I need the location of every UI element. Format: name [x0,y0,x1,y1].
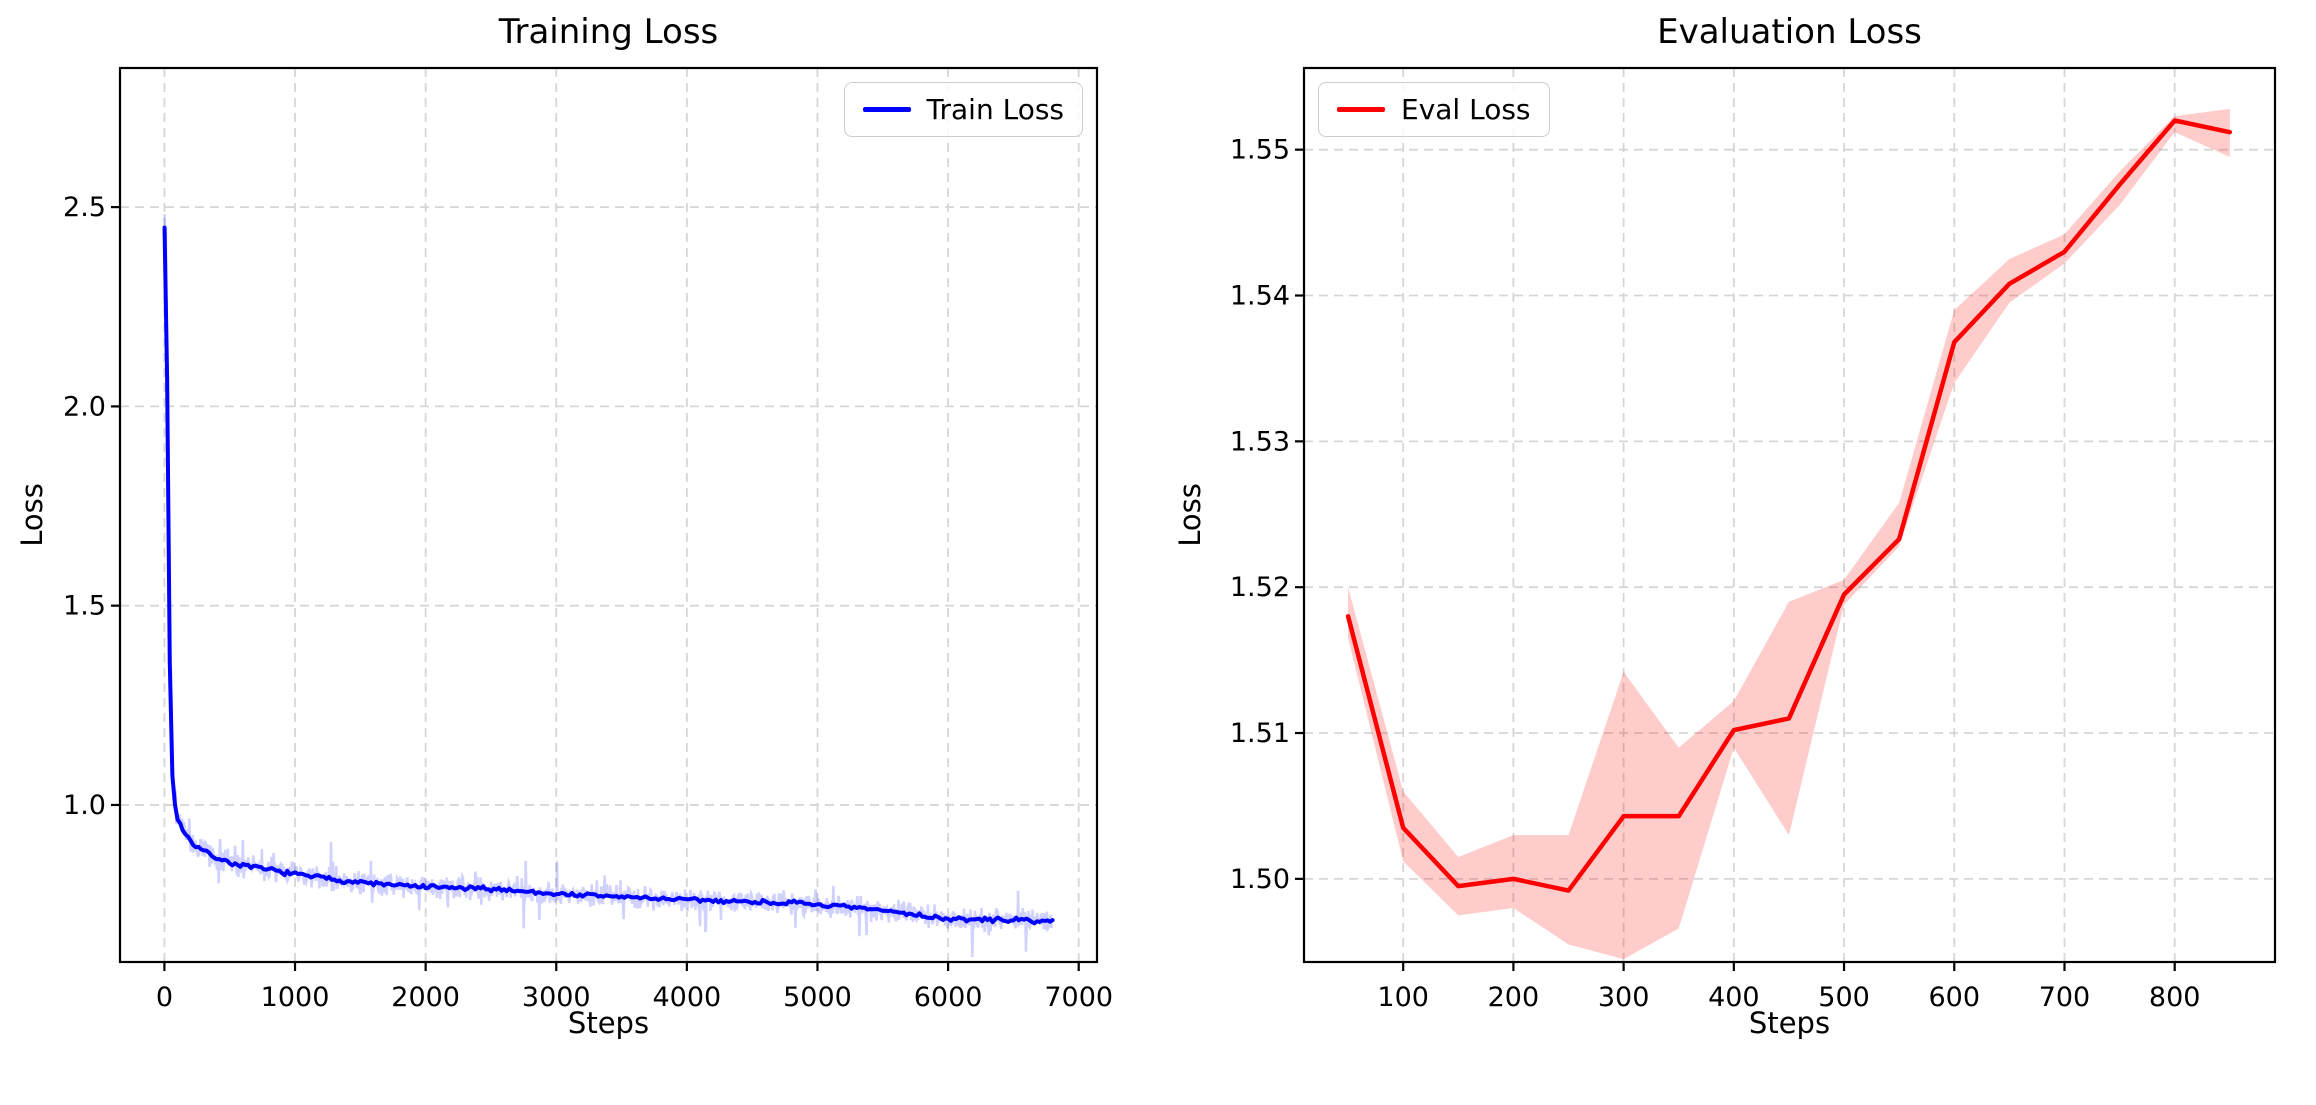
x-tick-label: 7000 [1044,982,1113,1013]
grid-lines [1304,68,2275,962]
y-tick-label: 1.52 [1230,572,1290,603]
tick-marks [111,206,1080,971]
training-y-axis-label: Loss [15,483,49,547]
training-axes: 0 1000 2000 3000 4000 5000 6000 7000 1.0 1.5 2.0 2.… [63,66,1113,1013]
evaluation-legend: Eval Loss [1318,82,1550,137]
eval-loss-legend-label: Eval Loss [1401,93,1531,126]
x-tick-label: 600 [1928,982,1980,1013]
evaluation-axes: 100 200 300 400 500 600 700 800 1.50 1.51 1.52 1.53… [1230,66,2277,1013]
grid-lines [120,68,1097,962]
tick-marks [1295,148,2176,971]
training-chart-title: Training Loss [498,12,719,52]
x-tick-label: 3000 [522,982,591,1013]
eval-loss-legend-line-sample [1337,107,1385,112]
train-loss-legend-label: Train Loss [926,93,1065,126]
evaluation-y-axis-label: Loss [1173,483,1207,547]
eval-confidence-band [1348,108,2230,960]
evaluation-loss-line [1345,118,2233,893]
training-legend: Train Loss [843,82,1083,137]
x-tick-label: 200 [1488,982,1540,1013]
x-tick-label: 5000 [783,982,852,1013]
y-tick-label: 1.54 [1230,281,1290,312]
x-tick-label: 0 [156,982,173,1013]
tick-labels: 100 200 300 400 500 600 700 800 1.50 1.51 1.52 1.53… [1230,135,2201,1013]
training-loss-line [162,225,1055,926]
x-tick-label: 500 [1818,982,1870,1013]
y-tick-label: 2.5 [63,192,106,223]
tick-labels: 0 1000 2000 3000 4000 5000 6000 7000 1.0 1.5 2.0 2.… [63,192,1113,1013]
x-tick-label: 6000 [914,982,983,1013]
x-tick-label: 100 [1377,982,1429,1013]
evaluation-x-axis-label: Steps [1748,1006,1831,1040]
y-tick-label: 2.0 [63,391,106,422]
x-tick-label: 2000 [391,982,460,1013]
y-tick-label: 1.50 [1230,864,1290,895]
x-tick-label: 4000 [653,982,722,1013]
y-tick-label: 1.5 [63,591,106,622]
y-tick-label: 1.0 [63,790,106,821]
x-tick-label: 300 [1598,982,1650,1013]
x-tick-label: 800 [2149,982,2201,1013]
x-tick-label: 700 [2039,982,2091,1013]
y-tick-label: 1.55 [1230,135,1290,166]
training-x-axis-label: Steps [567,1006,650,1040]
evaluation-chart-title: Evaluation Loss [1657,12,1922,52]
axes-spines [1302,66,2277,964]
train-raw-loss-trace [163,214,1054,958]
x-tick-label: 400 [1708,982,1760,1013]
y-tick-label: 1.53 [1230,426,1290,457]
y-tick-label: 1.51 [1230,718,1290,749]
axes-spines [118,66,1099,964]
train-loss-legend-line-sample [862,107,911,112]
x-tick-label: 1000 [261,982,330,1013]
